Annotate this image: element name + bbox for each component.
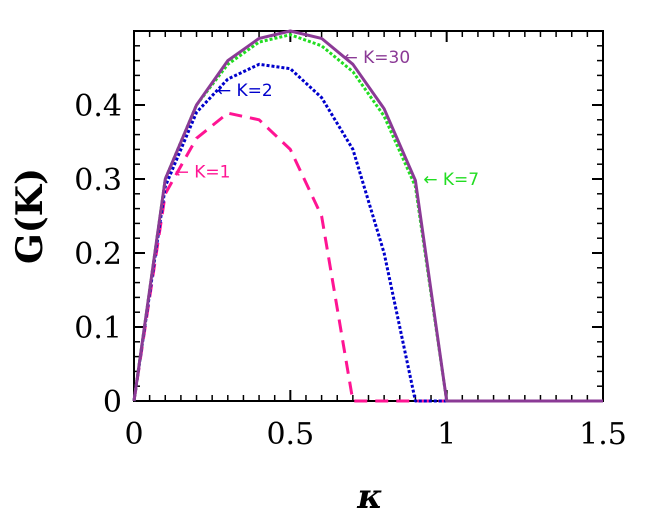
x-tick-label: 1.5 (579, 417, 627, 452)
y-tick-label: 0.2 (74, 237, 122, 272)
x-tick-label: 1 (437, 417, 456, 452)
y-tick-label: 0 (103, 385, 122, 420)
x-tick-label: 0 (124, 417, 143, 452)
y-tick-label: 0.4 (74, 89, 122, 124)
x-tick-labels: 0 0.5 1 1.5 (124, 417, 626, 452)
annotation-label: ← K=7 (423, 170, 479, 190)
annotation-label: ← K=2 (217, 81, 273, 101)
x-axis-title: κ (356, 477, 382, 517)
y-tick-label: 0.3 (74, 163, 122, 198)
y-axis-title: G(K) (9, 168, 51, 264)
series-line-k-7 (132, 33, 603, 403)
y-tick-label: 0.1 (74, 311, 122, 346)
annotation-label: ← K=30 (343, 48, 410, 68)
x-tick-label: 0.5 (266, 417, 314, 452)
series-line-k-2 (132, 62, 603, 403)
annotations: ← K=1 ← K=2 ← K=7 ← K=30 (175, 48, 479, 190)
series-lines (132, 29, 603, 403)
series-line-k-30 (132, 29, 603, 403)
series-line-k-1 (132, 111, 603, 403)
y-tick-labels: 0 0.1 0.2 0.3 0.4 (74, 89, 122, 420)
annotation-label: ← K=1 (175, 163, 231, 183)
